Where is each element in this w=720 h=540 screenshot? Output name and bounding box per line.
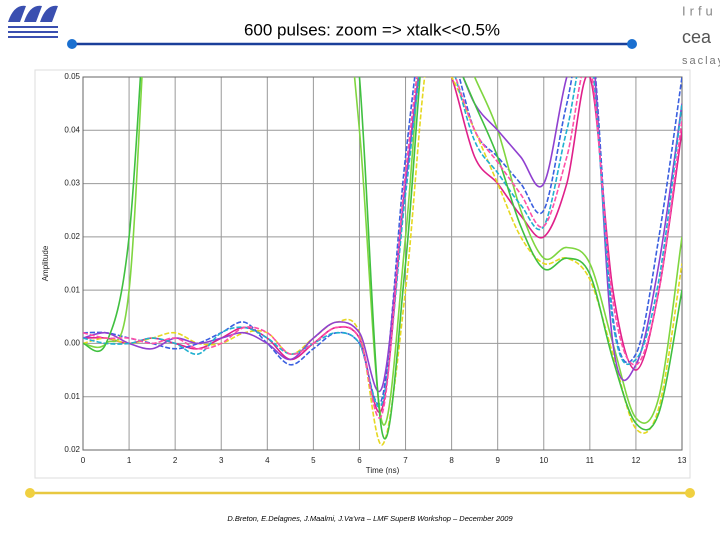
y-tick-label: 0.05 xyxy=(64,72,80,81)
y-tick-label: 0.01 xyxy=(64,392,80,401)
plot-area xyxy=(83,77,682,446)
x-tick-label: 8 xyxy=(449,456,454,465)
y-axis-label: Amplitude xyxy=(41,245,50,281)
y-tick-label: 0.03 xyxy=(64,179,80,188)
logo-text: saclay xyxy=(682,55,720,67)
x-tick-label: 5 xyxy=(311,456,316,465)
x-tick-label: 12 xyxy=(631,456,640,465)
x-tick-label: 3 xyxy=(219,456,224,465)
lal-logo xyxy=(8,5,58,38)
chart-panel xyxy=(34,69,691,479)
divider-dot xyxy=(67,39,77,49)
x-tick-label: 10 xyxy=(539,456,548,465)
footer: D.Breton, E.Delagnes, J.Maalmi, J.Va'vra… xyxy=(227,514,513,523)
x-tick-label: 13 xyxy=(678,456,687,465)
y-tick-label: 0.02 xyxy=(64,232,80,241)
series-line xyxy=(83,77,682,408)
x-tick-label: 1 xyxy=(127,456,132,465)
divider-dot xyxy=(627,39,637,49)
x-tick-label: 6 xyxy=(357,456,362,465)
y-tick-label: 0.01 xyxy=(64,285,80,294)
chart: 0 1 2 3 4 5 6 7 8 9 10 11 12 130.050.040.030.020.010.… xyxy=(41,72,687,475)
y-tick-label: 0.04 xyxy=(64,125,80,134)
x-tick-label: 11 xyxy=(586,456,595,465)
series-line xyxy=(83,77,682,440)
logo-text: cea xyxy=(682,27,712,47)
slide-title: 600 pulses: zoom => xtalk<<0.5% xyxy=(244,20,500,39)
x-tick-label: 4 xyxy=(265,456,270,465)
x-tick-label: 2 xyxy=(173,456,178,465)
series-line xyxy=(83,77,682,419)
x-tick-label: 9 xyxy=(495,456,500,465)
y-tick-label: 0.00 xyxy=(64,339,80,348)
divider-dot xyxy=(685,488,695,498)
series-line xyxy=(83,77,682,406)
x-axis-label: Time (ns) xyxy=(366,466,400,475)
x-tick-label: 7 xyxy=(403,456,408,465)
logo-text: Irfu xyxy=(682,3,717,18)
y-tick-label: 0.02 xyxy=(64,445,80,454)
divider-dot xyxy=(25,488,35,498)
x-tick-label: 0 xyxy=(81,456,86,465)
